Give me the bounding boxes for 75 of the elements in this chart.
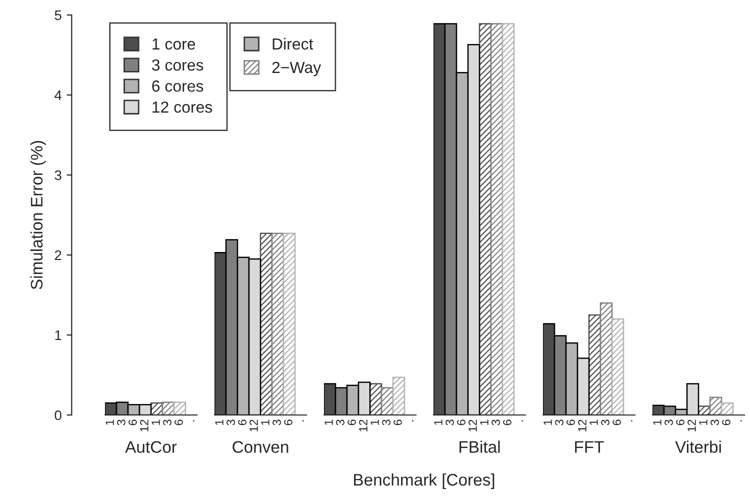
x-tick-label: 1 bbox=[152, 420, 160, 425]
x-tick-label: 12 bbox=[688, 420, 696, 432]
bar bbox=[282, 232, 296, 415]
x-tick-label: 6 bbox=[612, 420, 621, 426]
x-tick-label: 3 bbox=[272, 420, 281, 426]
y-tick-label: 5 bbox=[54, 10, 62, 20]
x-tick-label: 1 bbox=[324, 420, 333, 425]
legend-label: 6 cores bbox=[152, 80, 204, 92]
x-tick-label: 1 bbox=[434, 420, 442, 425]
x-tick-label: 3 bbox=[664, 420, 673, 426]
x-tick-label: 3 bbox=[163, 420, 172, 426]
x-axis-title: Viterbi bbox=[675, 440, 721, 453]
bar bbox=[392, 376, 406, 415]
bar bbox=[271, 232, 284, 415]
x-tick-label: 3 bbox=[226, 420, 235, 426]
legend-label: 12 cores bbox=[152, 101, 212, 113]
x-tick-label: 6 bbox=[503, 420, 512, 426]
y-tick-label: 4 bbox=[54, 90, 62, 100]
x-tick-label: 6 bbox=[238, 420, 246, 426]
x-tick-label: 12 bbox=[359, 420, 368, 432]
bar bbox=[720, 402, 734, 415]
legend-label: 1 core bbox=[152, 38, 196, 50]
bar bbox=[611, 318, 624, 415]
x-tick-label: 3 bbox=[446, 420, 454, 426]
x-tick-label: 6 bbox=[676, 420, 684, 426]
x-tick-label: 6 bbox=[174, 420, 183, 426]
annotation: Direct bbox=[272, 38, 314, 50]
x-tick-label: 3 bbox=[117, 420, 126, 426]
y-tick-label: 1 bbox=[55, 330, 62, 340]
x-tick-label: 6 bbox=[284, 420, 292, 426]
x-tick-label: 6 bbox=[348, 420, 356, 426]
x-tick-label: 3 bbox=[492, 420, 500, 426]
x-tick-label: 6 bbox=[722, 420, 730, 426]
x-tick-label: 1 bbox=[653, 420, 662, 425]
x-axis-title: FBital bbox=[460, 440, 500, 453]
x-tick-label: 3 bbox=[601, 420, 610, 426]
x-tick-label: . bbox=[193, 420, 194, 422]
x-tick-label: 3 bbox=[710, 420, 719, 426]
x-axis-title: Conven bbox=[232, 441, 288, 453]
y-axis-title: Simulation Error (%) bbox=[30, 141, 46, 290]
bar bbox=[600, 302, 613, 415]
x-tick-label: 1 bbox=[480, 420, 488, 425]
y-tick-label: 0 bbox=[54, 410, 62, 420]
legend-label: 3 cores bbox=[152, 59, 204, 71]
y-tick-label: 2 bbox=[54, 250, 62, 260]
annotation: 2−Way bbox=[272, 62, 322, 76]
x-tick-label: 1 bbox=[590, 420, 598, 425]
x-tick-label: 1 bbox=[370, 420, 379, 425]
x-tick-label: 12 bbox=[578, 420, 586, 432]
x-tick-label: 1 bbox=[699, 420, 708, 425]
text: Benchmark [Cores] bbox=[354, 473, 494, 489]
x-tick-label: 12 bbox=[140, 420, 148, 432]
x-tick-label: 6 bbox=[566, 420, 575, 426]
bar bbox=[709, 396, 722, 415]
x-tick-label: 6 bbox=[128, 420, 137, 426]
x-tick-label: . bbox=[302, 420, 304, 422]
x-tick-label: 12 bbox=[468, 420, 477, 432]
bar bbox=[380, 387, 394, 415]
x-axis-title: FFT bbox=[575, 441, 604, 453]
x-tick-label: . bbox=[631, 420, 632, 422]
y-tick-label: 3 bbox=[54, 170, 62, 180]
x-tick-label: 1 bbox=[261, 420, 270, 425]
x-axis-title: AutCor bbox=[125, 441, 177, 453]
x-tick-label: 3 bbox=[382, 420, 390, 426]
x-tick-label: . bbox=[412, 420, 414, 422]
x-tick-label: 3 bbox=[555, 420, 564, 426]
x-tick-label: 3 bbox=[336, 420, 344, 426]
x-tick-label: 1 bbox=[544, 420, 552, 425]
x-tick-label: . bbox=[522, 420, 523, 422]
x-tick-label: 1 bbox=[106, 420, 114, 425]
x-tick-label: 6 bbox=[457, 420, 466, 426]
x-tick-label: 6 bbox=[394, 420, 402, 426]
x-tick-label: . bbox=[740, 420, 742, 422]
x-tick-label: 12 bbox=[250, 420, 258, 432]
x-tick-label: 1 bbox=[215, 420, 224, 425]
